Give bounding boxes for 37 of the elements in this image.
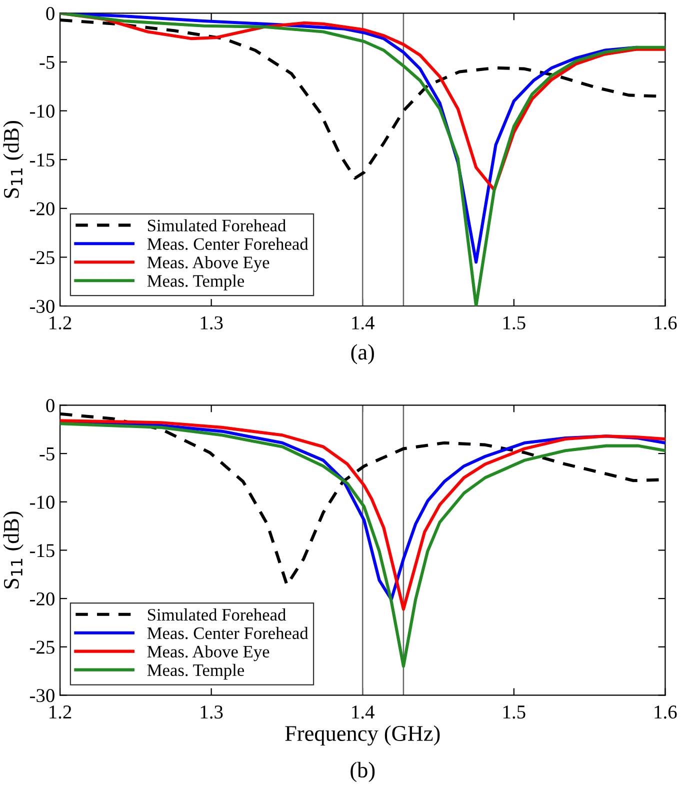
y-tick-label: -20 [30, 202, 54, 216]
y-tick-label: -15 [30, 154, 54, 167]
legend-label: Meas. Above Eye [147, 645, 270, 662]
x-tick-label: 1.3 [200, 316, 223, 330]
legend-label: Meas. Center Forehead [147, 626, 308, 640]
y-axis-title: S$_{11}$ (dB) [3, 512, 24, 588]
x-tick-label: 1.2 [50, 316, 72, 330]
y-tick-label: -5 [40, 56, 54, 69]
y-tick-label: -5 [40, 448, 54, 460]
legend-label: Simulated Forehead [148, 219, 286, 232]
y-tick-label: -25 [30, 251, 54, 264]
legend-label: Meas. Temple [147, 664, 244, 680]
legend-label: Meas. Above Eye [147, 256, 270, 272]
x-tick-label: 1.4 [352, 316, 374, 330]
x-tick-label: 1.4 [352, 706, 374, 719]
y-axis-title: S$_{11}$ (dB) [3, 120, 24, 198]
x-tick-label: 1.5 [503, 706, 526, 719]
y-tick-label: -30 [30, 689, 54, 702]
legend-label: Meas. Center Forehead [147, 238, 308, 250]
y-tick-label: 0 [46, 7, 54, 20]
legend-label: Meas. Temple [147, 274, 244, 290]
y-tick-label: -15 [30, 544, 54, 558]
y-tick-label: -25 [30, 640, 54, 654]
y-tick-label: -20 [30, 592, 54, 606]
x-tick-label: 1.2 [50, 706, 72, 719]
x-tick-label: 1.5 [503, 316, 526, 330]
text: (b) [350, 762, 375, 782]
y-tick-label: -10 [30, 104, 54, 118]
text: (a) [351, 344, 374, 364]
legend-label: Simulated Forehead [148, 608, 286, 621]
y-tick-label: 0 [46, 399, 54, 412]
x-axis-title: Frequency (GHz) [285, 725, 440, 746]
x-tick-label: 1.6 [654, 316, 677, 330]
y-tick-label: -30 [30, 300, 54, 313]
x-tick-label: 1.3 [200, 706, 223, 719]
x-tick-label: 1.6 [654, 706, 677, 719]
y-tick-label: -10 [30, 496, 54, 509]
